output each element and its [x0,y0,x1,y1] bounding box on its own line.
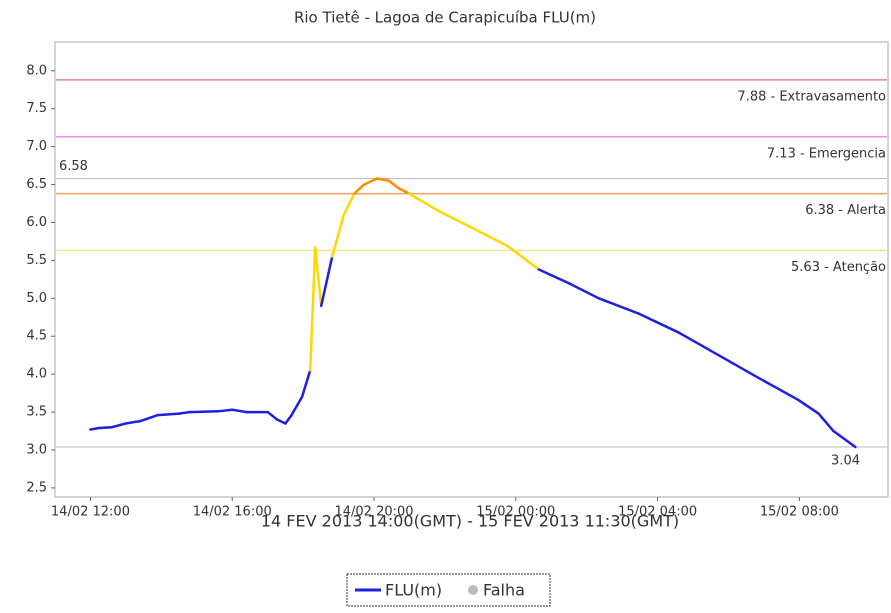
line-segment [138,413,160,423]
x-axis-label: 14 FEV 2013 14:00(GMT) - 15 FEV 2013 11:… [261,512,679,531]
line-segment [832,429,857,449]
line-segment [677,331,720,357]
threshold-label: 5.63 - Atenção [791,260,886,275]
line-segment [313,246,323,308]
legend-label: Falha [483,581,525,600]
legend-label: FLU(m) [385,581,442,600]
line-segment [110,422,128,429]
x-tick-label: 15/02 04:00 [618,505,697,520]
y-tick-label: 7.5 [26,101,47,116]
x-tick-label: 15/02 00:00 [476,505,555,520]
line-segment [284,414,293,425]
line-segment [342,192,356,217]
line-segment [597,297,640,315]
y-tick-label: 7.0 [26,139,47,154]
x-tick-label: 15/02 08:00 [760,505,839,520]
y-tick-label: 8.0 [26,63,47,78]
line-segment [375,177,391,183]
line-segment [397,187,411,195]
line-segment [276,418,287,425]
line-segment [89,426,101,431]
y-tick-label: 5.5 [26,253,47,268]
line-segment [497,240,510,248]
y-tick-label: 3.0 [26,442,47,457]
line-segment [308,246,317,372]
line-segment [637,312,680,334]
extreme-label: 3.04 [831,453,860,468]
line-segment [319,255,334,308]
line-segment [407,192,441,213]
chart-title: Rio Tietê - Lagoa de Carapicuíba FLU(m) [294,9,596,27]
line-segment [216,408,234,413]
line-segment [156,412,181,417]
line-segment [289,395,304,418]
line-segment [330,213,346,258]
line-segment [124,419,142,425]
line-segment [266,410,279,421]
line-segment [567,281,601,300]
threshold-label: 7.88 - Extravasamento [737,89,886,104]
line-segment [352,183,366,195]
y-tick-label: 5.0 [26,291,47,306]
line-segment [177,410,191,415]
legend-swatch [468,585,478,595]
y-tick-label: 4.5 [26,329,47,344]
x-tick-label: 14/02 20:00 [334,505,413,520]
y-tick-label: 3.5 [26,405,47,420]
threshold-label: 7.13 - Emergencia [767,146,886,161]
line-segment [300,369,312,399]
x-tick-label: 14/02 12:00 [51,505,130,520]
y-tick-label: 4.0 [26,367,47,382]
line-segment [230,408,248,414]
line-segment [537,268,570,285]
line-segment [387,179,401,190]
line-segment [757,376,800,402]
x-tick-label: 14/02 16:00 [193,505,272,520]
line-segment [507,245,541,271]
y-tick-label: 6.0 [26,215,47,230]
y-tick-label: 2.5 [26,480,47,495]
line-segment [797,398,820,415]
plot-area [54,41,889,498]
line-segment [717,353,760,380]
extreme-label: 6.58 [59,159,88,174]
line-segment [362,177,379,186]
line-segment [188,410,220,414]
line-segment [467,225,501,243]
line-segment [817,412,835,433]
y-tick-label: 6.5 [26,177,47,192]
threshold-label: 6.38 - Alerta [805,203,886,218]
line-segment [437,209,471,228]
line-segment [98,425,113,430]
